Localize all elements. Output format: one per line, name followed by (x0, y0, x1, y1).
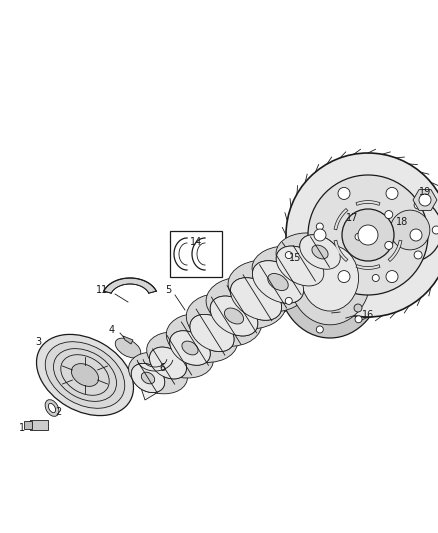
Ellipse shape (252, 261, 304, 303)
Circle shape (355, 233, 362, 240)
Text: 16: 16 (362, 310, 374, 320)
Ellipse shape (252, 246, 328, 294)
Ellipse shape (290, 231, 371, 325)
Ellipse shape (141, 372, 155, 384)
Ellipse shape (358, 225, 378, 245)
Ellipse shape (131, 364, 165, 393)
Text: 11: 11 (96, 285, 108, 295)
Ellipse shape (36, 334, 134, 416)
Ellipse shape (228, 260, 308, 312)
Ellipse shape (166, 313, 238, 362)
Ellipse shape (182, 341, 198, 355)
Ellipse shape (45, 400, 59, 416)
Circle shape (338, 188, 350, 199)
Ellipse shape (342, 209, 394, 261)
Ellipse shape (48, 403, 56, 413)
Ellipse shape (378, 198, 438, 262)
Ellipse shape (71, 364, 99, 386)
Circle shape (410, 229, 422, 241)
Text: 17: 17 (346, 213, 358, 223)
Ellipse shape (230, 278, 282, 320)
Bar (170, 231, 222, 277)
Ellipse shape (186, 294, 261, 346)
Ellipse shape (210, 296, 258, 336)
Ellipse shape (210, 296, 258, 336)
Ellipse shape (268, 273, 288, 290)
Ellipse shape (149, 347, 187, 379)
Ellipse shape (252, 261, 304, 303)
Circle shape (338, 271, 350, 282)
Ellipse shape (115, 338, 141, 358)
Ellipse shape (147, 332, 213, 378)
Circle shape (385, 211, 393, 219)
Bar (30, 420, 48, 430)
Ellipse shape (278, 218, 382, 338)
Ellipse shape (53, 349, 117, 401)
Ellipse shape (276, 246, 324, 286)
Ellipse shape (301, 245, 359, 311)
Ellipse shape (190, 314, 234, 352)
Text: 1: 1 (19, 423, 25, 433)
Circle shape (385, 241, 393, 249)
Ellipse shape (131, 364, 165, 393)
Text: 18: 18 (396, 217, 408, 227)
Circle shape (355, 316, 362, 323)
Text: 6: 6 (159, 363, 165, 373)
Ellipse shape (224, 308, 244, 324)
Polygon shape (104, 278, 156, 293)
Circle shape (419, 194, 431, 206)
Text: 2: 2 (55, 407, 61, 417)
Ellipse shape (190, 314, 234, 352)
Circle shape (354, 304, 362, 312)
Ellipse shape (45, 342, 125, 408)
Ellipse shape (149, 347, 187, 379)
Ellipse shape (276, 233, 344, 277)
Circle shape (414, 251, 422, 259)
Ellipse shape (286, 153, 438, 317)
Text: 15: 15 (289, 253, 301, 263)
Ellipse shape (300, 235, 340, 269)
Bar (24, 421, 32, 429)
Circle shape (372, 274, 379, 281)
Ellipse shape (312, 245, 328, 259)
Ellipse shape (170, 331, 210, 365)
Ellipse shape (61, 354, 109, 395)
Circle shape (432, 226, 438, 234)
Ellipse shape (276, 246, 324, 286)
Circle shape (386, 271, 398, 282)
Text: 14: 14 (190, 237, 202, 247)
Text: 4: 4 (109, 325, 115, 335)
Ellipse shape (390, 210, 430, 250)
Polygon shape (140, 255, 335, 400)
Ellipse shape (170, 331, 210, 365)
Circle shape (386, 188, 398, 199)
Circle shape (414, 201, 422, 209)
Circle shape (285, 252, 292, 259)
Ellipse shape (300, 235, 340, 269)
Text: 19: 19 (419, 187, 431, 197)
Circle shape (316, 223, 323, 230)
Circle shape (285, 297, 292, 304)
Ellipse shape (206, 277, 286, 329)
Circle shape (314, 229, 326, 241)
Polygon shape (123, 336, 133, 344)
Ellipse shape (308, 175, 428, 295)
Ellipse shape (129, 352, 187, 394)
Ellipse shape (230, 278, 282, 320)
Circle shape (316, 326, 323, 333)
Text: 3: 3 (35, 337, 41, 347)
Polygon shape (413, 190, 437, 211)
Text: 5: 5 (165, 285, 171, 295)
